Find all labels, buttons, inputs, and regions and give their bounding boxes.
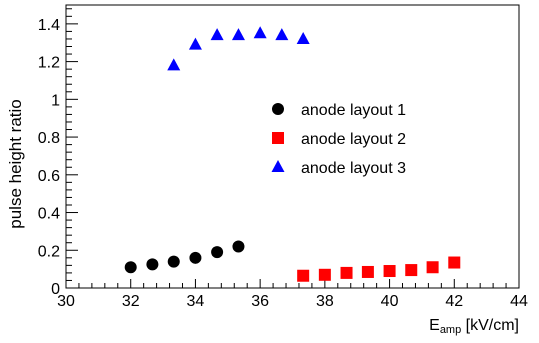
data-point-triangle (167, 58, 181, 71)
y-tick-label: 1 (51, 92, 60, 109)
legend-marker-circle (272, 103, 284, 115)
data-point-square (318, 268, 331, 281)
y-tick-label: 0.4 (38, 206, 60, 223)
y-tick-label: 0.6 (38, 168, 60, 185)
data-point-square (426, 261, 439, 274)
data-point-circle (167, 255, 180, 268)
data-point-triangle (296, 31, 310, 44)
y-axis-ticks (66, 8, 78, 289)
data-markers (124, 26, 461, 282)
x-axis-label-main: E (429, 317, 440, 334)
series-1 (124, 240, 245, 274)
x-tick-label: 40 (381, 293, 399, 310)
legend-label: anode layout 2 (301, 131, 406, 148)
data-point-square (297, 269, 310, 282)
x-tick-label: 44 (510, 293, 528, 310)
y-tick-label: 1.2 (38, 55, 60, 72)
x-axis-label-unit: [kV/cm] (461, 317, 519, 334)
data-point-square (448, 256, 461, 269)
series-2 (297, 256, 461, 282)
x-tick-label: 34 (187, 293, 205, 310)
data-point-circle (189, 251, 202, 264)
x-tick-label: 36 (251, 293, 269, 310)
y-tick-label: 1.4 (38, 17, 60, 34)
y-tick-label: 0 (51, 281, 60, 298)
data-point-circle (124, 261, 137, 274)
data-point-triangle (188, 37, 202, 50)
data-point-triangle (275, 28, 289, 41)
y-tick-label: 0.2 (38, 243, 60, 260)
data-point-square (361, 265, 374, 278)
data-point-square (405, 264, 418, 277)
legend-marker-triangle (271, 160, 285, 172)
data-point-square (340, 266, 353, 279)
data-point-triangle (231, 28, 245, 41)
x-axis-label: Eamp [kV/cm] (429, 317, 519, 336)
y-tick-label: 0.8 (38, 130, 60, 147)
data-point-triangle (210, 28, 224, 41)
legend: anode layout 1 anode layout 2 anode layout… (271, 102, 406, 177)
x-tick-label: 32 (122, 293, 140, 310)
data-point-circle (211, 246, 224, 259)
legend-label: anode layout 1 (301, 102, 406, 119)
legend-marker-square (272, 132, 284, 144)
x-axis-tick-labels: 30 32 34 36 38 40 42 44 (57, 293, 528, 310)
x-axis-label-subscript: amp (440, 324, 461, 336)
data-point-circle (146, 258, 159, 271)
data-point-circle (232, 240, 245, 253)
series-3 (167, 26, 310, 71)
y-axis-label: pulse height ratio (6, 99, 25, 228)
legend-label: anode layout 3 (301, 160, 406, 177)
plot-frame (65, 4, 520, 289)
x-axis-ticks (65, 279, 520, 288)
y-axis-tick-labels: 0 0.2 0.4 0.6 0.8 1 1.2 1.4 (38, 17, 60, 298)
x-tick-label: 38 (316, 293, 334, 310)
data-point-square (383, 265, 396, 278)
data-point-triangle (253, 26, 267, 39)
x-tick-label: 30 (57, 293, 75, 310)
x-tick-label: 42 (445, 293, 463, 310)
